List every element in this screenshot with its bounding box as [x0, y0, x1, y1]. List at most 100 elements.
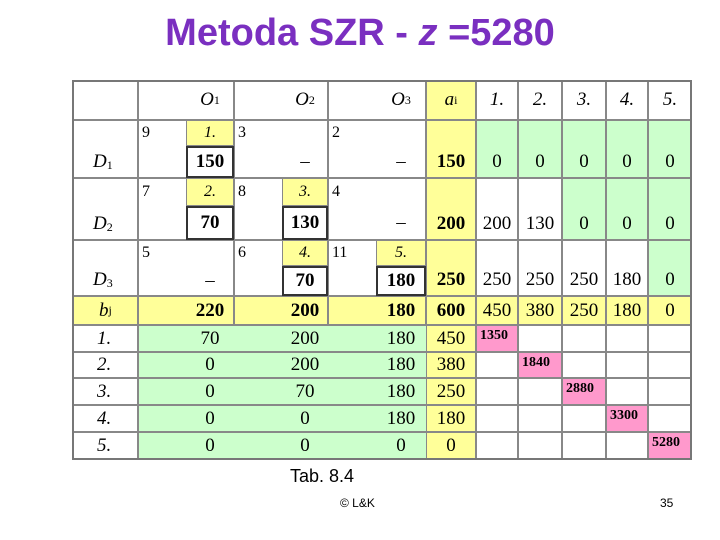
order: 5. [376, 240, 426, 266]
step-value: 0 [648, 178, 692, 240]
cost: 9 [142, 124, 150, 141]
label-base: D [93, 151, 107, 172]
step-value: 0 [518, 120, 562, 178]
label-sub: 3 [404, 92, 411, 107]
amount: 180 [376, 266, 426, 296]
step-block [234, 325, 328, 352]
step-cell: 0 [205, 407, 215, 429]
step-cell: 0 [205, 380, 215, 402]
demand-step: 450 [476, 296, 518, 325]
amount: 70 [186, 206, 234, 240]
step-value: 0 [648, 120, 692, 178]
label-sub: i [454, 92, 458, 107]
step-value: 200 [476, 178, 518, 240]
order: 3. [282, 178, 328, 206]
demand-step: 180 [606, 296, 648, 325]
label-sub: 3 [106, 276, 113, 290]
step-cell: 0 [300, 435, 310, 456]
demand-block [138, 296, 234, 325]
step-block [138, 352, 234, 378]
empty-cell [606, 378, 648, 405]
step-value: 250 [476, 240, 518, 296]
cost: 5 [142, 244, 150, 261]
empty-cell [518, 405, 562, 432]
cell-block [138, 240, 234, 296]
amount: 130 [282, 206, 328, 240]
cost: 4 [332, 183, 340, 200]
label-sub: 2 [308, 92, 315, 107]
step-total: 250 [426, 378, 476, 405]
demand-step: 380 [518, 296, 562, 325]
step-cell: 180 [386, 327, 416, 349]
step-value: 0 [606, 178, 648, 240]
step-block [328, 378, 426, 405]
cell-block [234, 120, 328, 178]
cell-block [328, 178, 426, 240]
step-block [234, 378, 328, 405]
step-block [138, 378, 234, 405]
step-value: 0 [606, 120, 648, 178]
demand: 220 [195, 299, 225, 321]
cost: 8 [238, 183, 246, 200]
amount: – [396, 212, 406, 233]
demand: 200 [290, 299, 320, 321]
demand-block [234, 296, 328, 325]
step-total: 180 [426, 405, 476, 432]
label-base: D [93, 213, 107, 234]
empty-cell [562, 325, 606, 352]
cost: 3 [238, 124, 246, 141]
step-value: 180 [606, 240, 648, 296]
demand-step: 0 [648, 296, 692, 325]
label-sub: j [108, 303, 112, 317]
amount: – [396, 151, 406, 172]
order: 4. [282, 240, 328, 266]
z-value: 5280 [648, 432, 692, 460]
demand-total: 600 [426, 296, 476, 325]
cost: 6 [238, 244, 246, 261]
empty-cell [476, 352, 518, 378]
step-total: 380 [426, 352, 476, 378]
step-value: 0 [562, 178, 606, 240]
empty-cell [476, 378, 518, 405]
empty-cell [518, 325, 562, 352]
empty-cell [476, 405, 518, 432]
step-cell: 200 [290, 327, 320, 349]
empty-cell [606, 352, 648, 378]
step-block [138, 405, 234, 432]
step-cell: 0 [396, 435, 406, 456]
demand-step: 250 [562, 296, 606, 325]
step-block [328, 325, 426, 352]
step-value: 250 [562, 240, 606, 296]
label-base: a [444, 89, 455, 110]
step-cell: 0 [300, 407, 310, 429]
step-cell: 180 [386, 354, 416, 375]
z-value: 1350 [476, 325, 518, 352]
label-base: O [200, 89, 214, 110]
order: 2. [186, 178, 234, 206]
label-base: O [391, 89, 405, 110]
cost: 11 [332, 244, 348, 261]
label-base: O [295, 89, 309, 110]
cost: 2 [332, 124, 340, 141]
title: Metoda SZR - z =5280 [0, 12, 720, 55]
step-value: 0 [476, 120, 518, 178]
demand: 180 [386, 299, 416, 321]
label-base: D [93, 269, 107, 290]
step-block [138, 432, 234, 460]
step-value: 250 [518, 240, 562, 296]
cell-block [328, 120, 426, 178]
step-cell: 70 [295, 380, 315, 402]
label-sub: 1 [106, 158, 113, 172]
step-cell: 0 [205, 354, 215, 375]
step-cell: 180 [386, 380, 416, 402]
amount: 70 [282, 266, 328, 296]
page-number: 35 [660, 496, 674, 510]
order: 1. [186, 120, 234, 146]
supply: 250 [426, 240, 476, 296]
title-text: Metoda SZR - [165, 12, 408, 54]
label-sub: 2 [106, 220, 113, 234]
